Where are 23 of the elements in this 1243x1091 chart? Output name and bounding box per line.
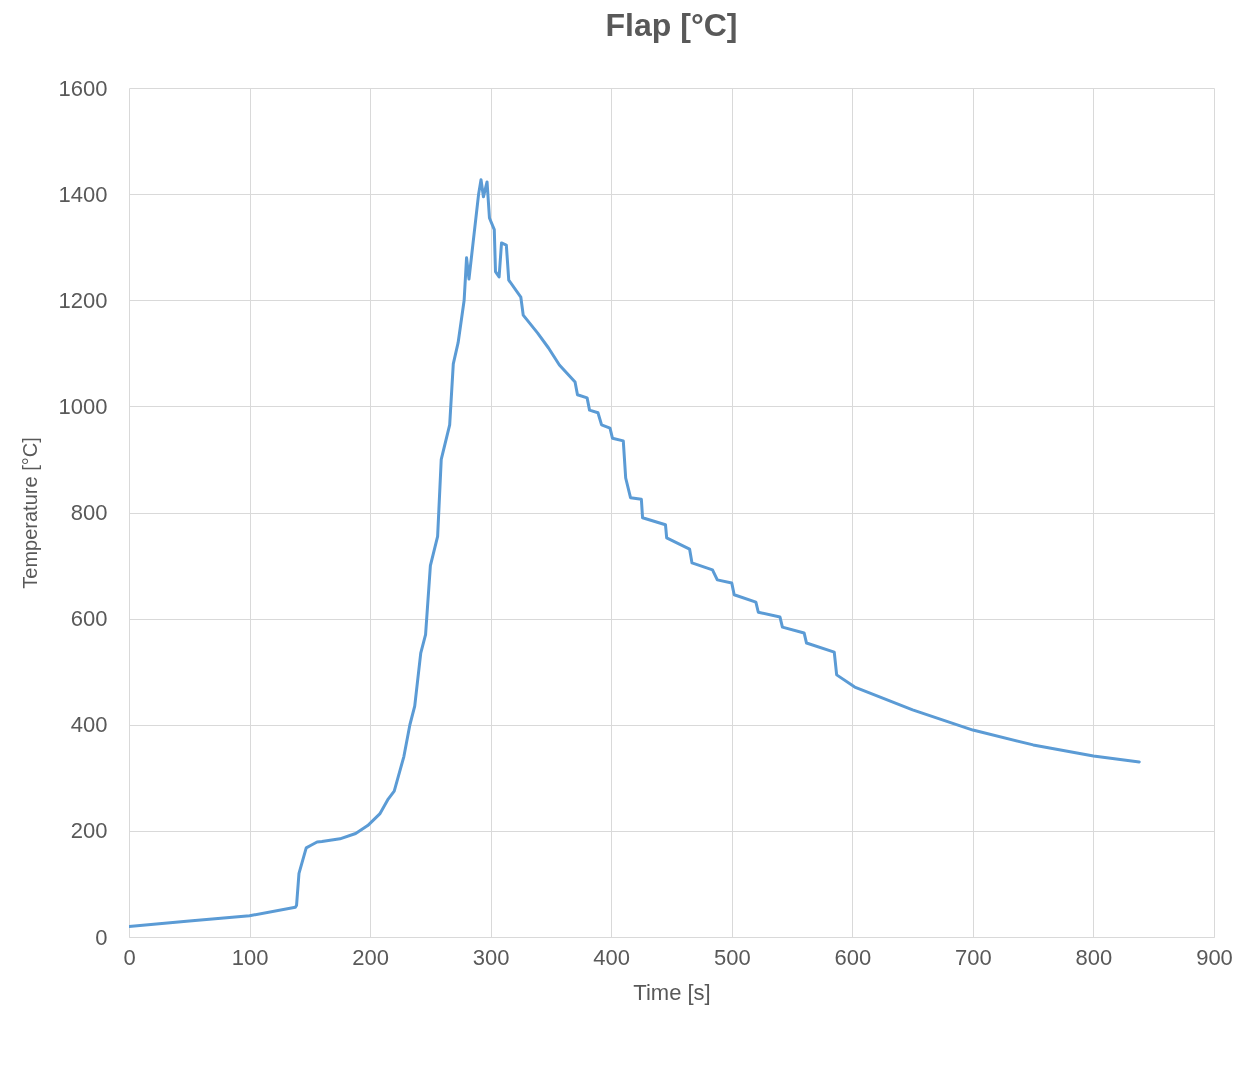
- x-axis-title: Time [s]: [633, 979, 711, 1005]
- y-tick-label: 1400: [58, 181, 108, 207]
- x-tick-label: 900: [1196, 944, 1233, 970]
- x-tick-label: 800: [1075, 944, 1113, 970]
- y-tick-label: 1200: [58, 287, 108, 313]
- x-tick-label: 500: [713, 944, 751, 970]
- y-tick-label: 600: [70, 606, 108, 632]
- x-tick-label: 200: [352, 944, 389, 970]
- chart-title: Flap [°C]: [605, 7, 738, 43]
- y-tick-label: 800: [70, 500, 108, 525]
- y-axis-title: Temperature [°C]: [18, 437, 41, 589]
- y-tick-label: 1600: [58, 75, 108, 101]
- line-series: [129, 178, 1141, 928]
- x-tick-label: 0: [123, 944, 136, 970]
- y-tick-label: 200: [70, 818, 108, 844]
- x-tick-label: 600: [834, 944, 872, 970]
- x-tick-label: 700: [955, 944, 992, 970]
- x-tick-label: 400: [593, 944, 631, 970]
- y-tick-label: 1000: [58, 393, 108, 419]
- y-tick-label: 400: [70, 712, 108, 738]
- x-tick-label: 300: [472, 944, 510, 970]
- x-tick-label: 100: [231, 944, 269, 970]
- y-tick-label: 0: [95, 924, 108, 950]
